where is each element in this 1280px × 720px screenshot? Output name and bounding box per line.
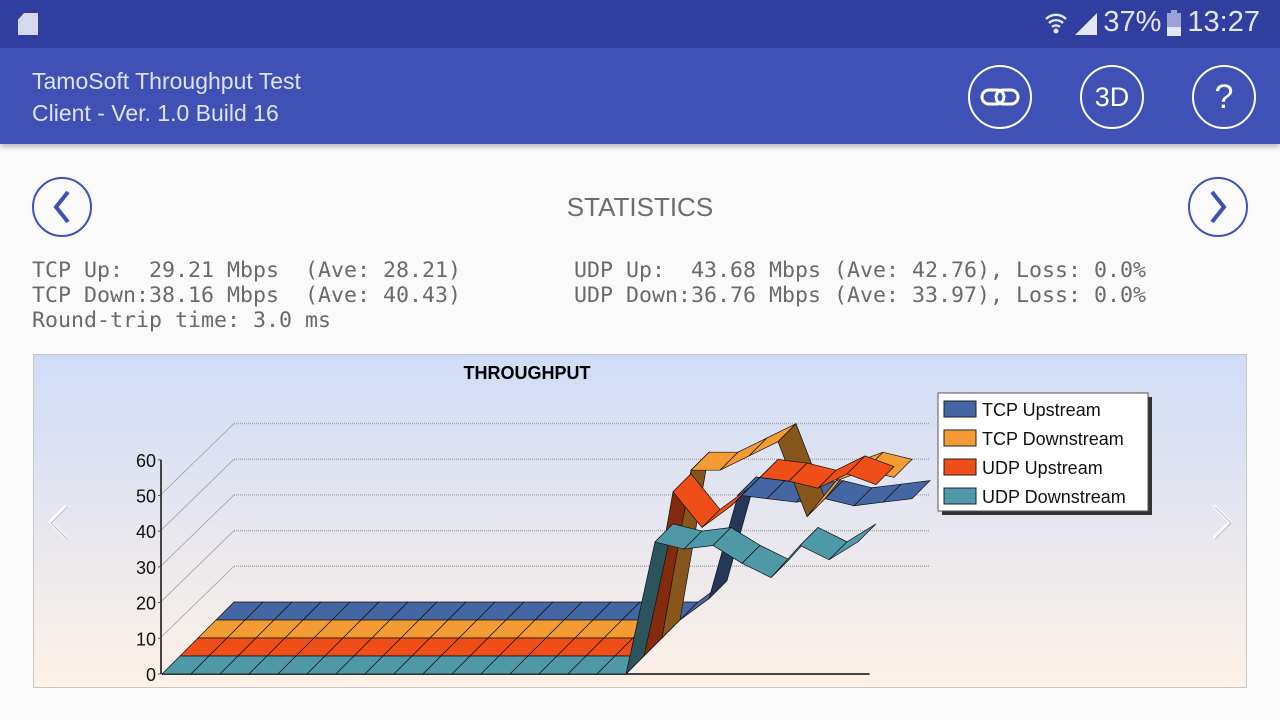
previous-page-button[interactable] xyxy=(32,177,92,237)
battery-percent: 37% xyxy=(1103,6,1162,38)
round-trip-stat: Round-trip time: 3.0 ms xyxy=(32,308,332,333)
link-icon xyxy=(980,88,1020,106)
depth-gridline xyxy=(159,566,235,639)
page-title: STATISTICS xyxy=(566,192,714,222)
udp-up-stat: UDP Up: 43.68 Mbps (Ave: 42.76), Loss: 0… xyxy=(574,258,1147,283)
y-tick-label: 60 xyxy=(136,451,156,471)
chart-next-arrow-shadow xyxy=(1214,506,1232,540)
depth-gridline xyxy=(159,423,235,496)
y-tick-label: 50 xyxy=(136,487,156,507)
depth-gridline xyxy=(159,530,235,603)
wifi-icon xyxy=(1045,13,1068,33)
status-bar: 37% 13:27 xyxy=(0,0,1280,48)
help-icon: ? xyxy=(1214,77,1234,116)
3d-button[interactable]: 3D xyxy=(1080,65,1144,129)
series-ribbon xyxy=(179,455,895,658)
legend-swatch xyxy=(943,429,977,447)
app-bar: TamoSoft Throughput Test Client - Ver. 1… xyxy=(0,48,1280,144)
legend-swatch xyxy=(943,487,977,505)
legend-swatch xyxy=(943,458,977,476)
series-ribbon xyxy=(161,522,877,676)
data-segment xyxy=(799,527,848,561)
clock: 13:27 xyxy=(1187,6,1260,38)
tcp-up-stat: TCP Up: 29.21 Mbps (Ave: 28.21) xyxy=(32,258,462,283)
legend-label: UDP Upstream xyxy=(982,458,1103,478)
legend-swatch xyxy=(943,400,977,418)
link-button[interactable] xyxy=(968,65,1032,129)
y-tick-label: 30 xyxy=(136,558,156,578)
data-segment xyxy=(828,523,877,561)
data-segment xyxy=(882,480,931,503)
app-title: TamoSoft Throughput Test xyxy=(32,68,301,94)
legend-label: TCP Downstream xyxy=(982,429,1124,449)
y-tick-label: 0 xyxy=(146,665,156,685)
y-tick-label: 20 xyxy=(136,594,156,614)
data-segment xyxy=(846,455,895,486)
next-page-button[interactable] xyxy=(1188,177,1248,237)
signal-icon xyxy=(1075,12,1098,35)
3d-icon: 3D xyxy=(1094,81,1130,112)
legend-label: TCP Upstream xyxy=(982,400,1101,420)
y-tick-label: 40 xyxy=(136,522,156,542)
udp-down-stat: UDP Down:36.76 Mbps (Ave: 33.97), Loss: … xyxy=(574,283,1147,308)
legend-label: UDP Downstream xyxy=(982,487,1126,507)
stats-right: UDP Up: 43.68 Mbps (Ave: 42.76), Loss: 0… xyxy=(574,258,1146,308)
depth-gridline xyxy=(159,494,235,568)
chevron-left-icon xyxy=(53,190,70,224)
chart-next-arrow[interactable] xyxy=(1212,504,1233,540)
chart-title: THROUGHPUT xyxy=(464,363,591,383)
chart-prev-arrow-shadow xyxy=(50,506,68,540)
y-tick-label: 10 xyxy=(136,629,156,649)
tcp-down-stat: TCP Down:38.16 Mbps (Ave: 40.43) xyxy=(32,283,462,308)
depth-gridline xyxy=(159,458,235,532)
sd-card-icon xyxy=(18,13,38,35)
help-button[interactable]: ? xyxy=(1192,65,1256,129)
chevron-right-icon xyxy=(1210,190,1227,224)
legend: TCP Upstream TCP Downstream UDP Upstream UD… xyxy=(937,392,1152,515)
battery-icon xyxy=(1167,9,1182,36)
stats-left: TCP Up: 29.21 Mbps (Ave: 28.21) TCP Down… xyxy=(32,258,461,333)
app-subtitle: Client - Ver. 1.0 Build 16 xyxy=(32,100,279,126)
